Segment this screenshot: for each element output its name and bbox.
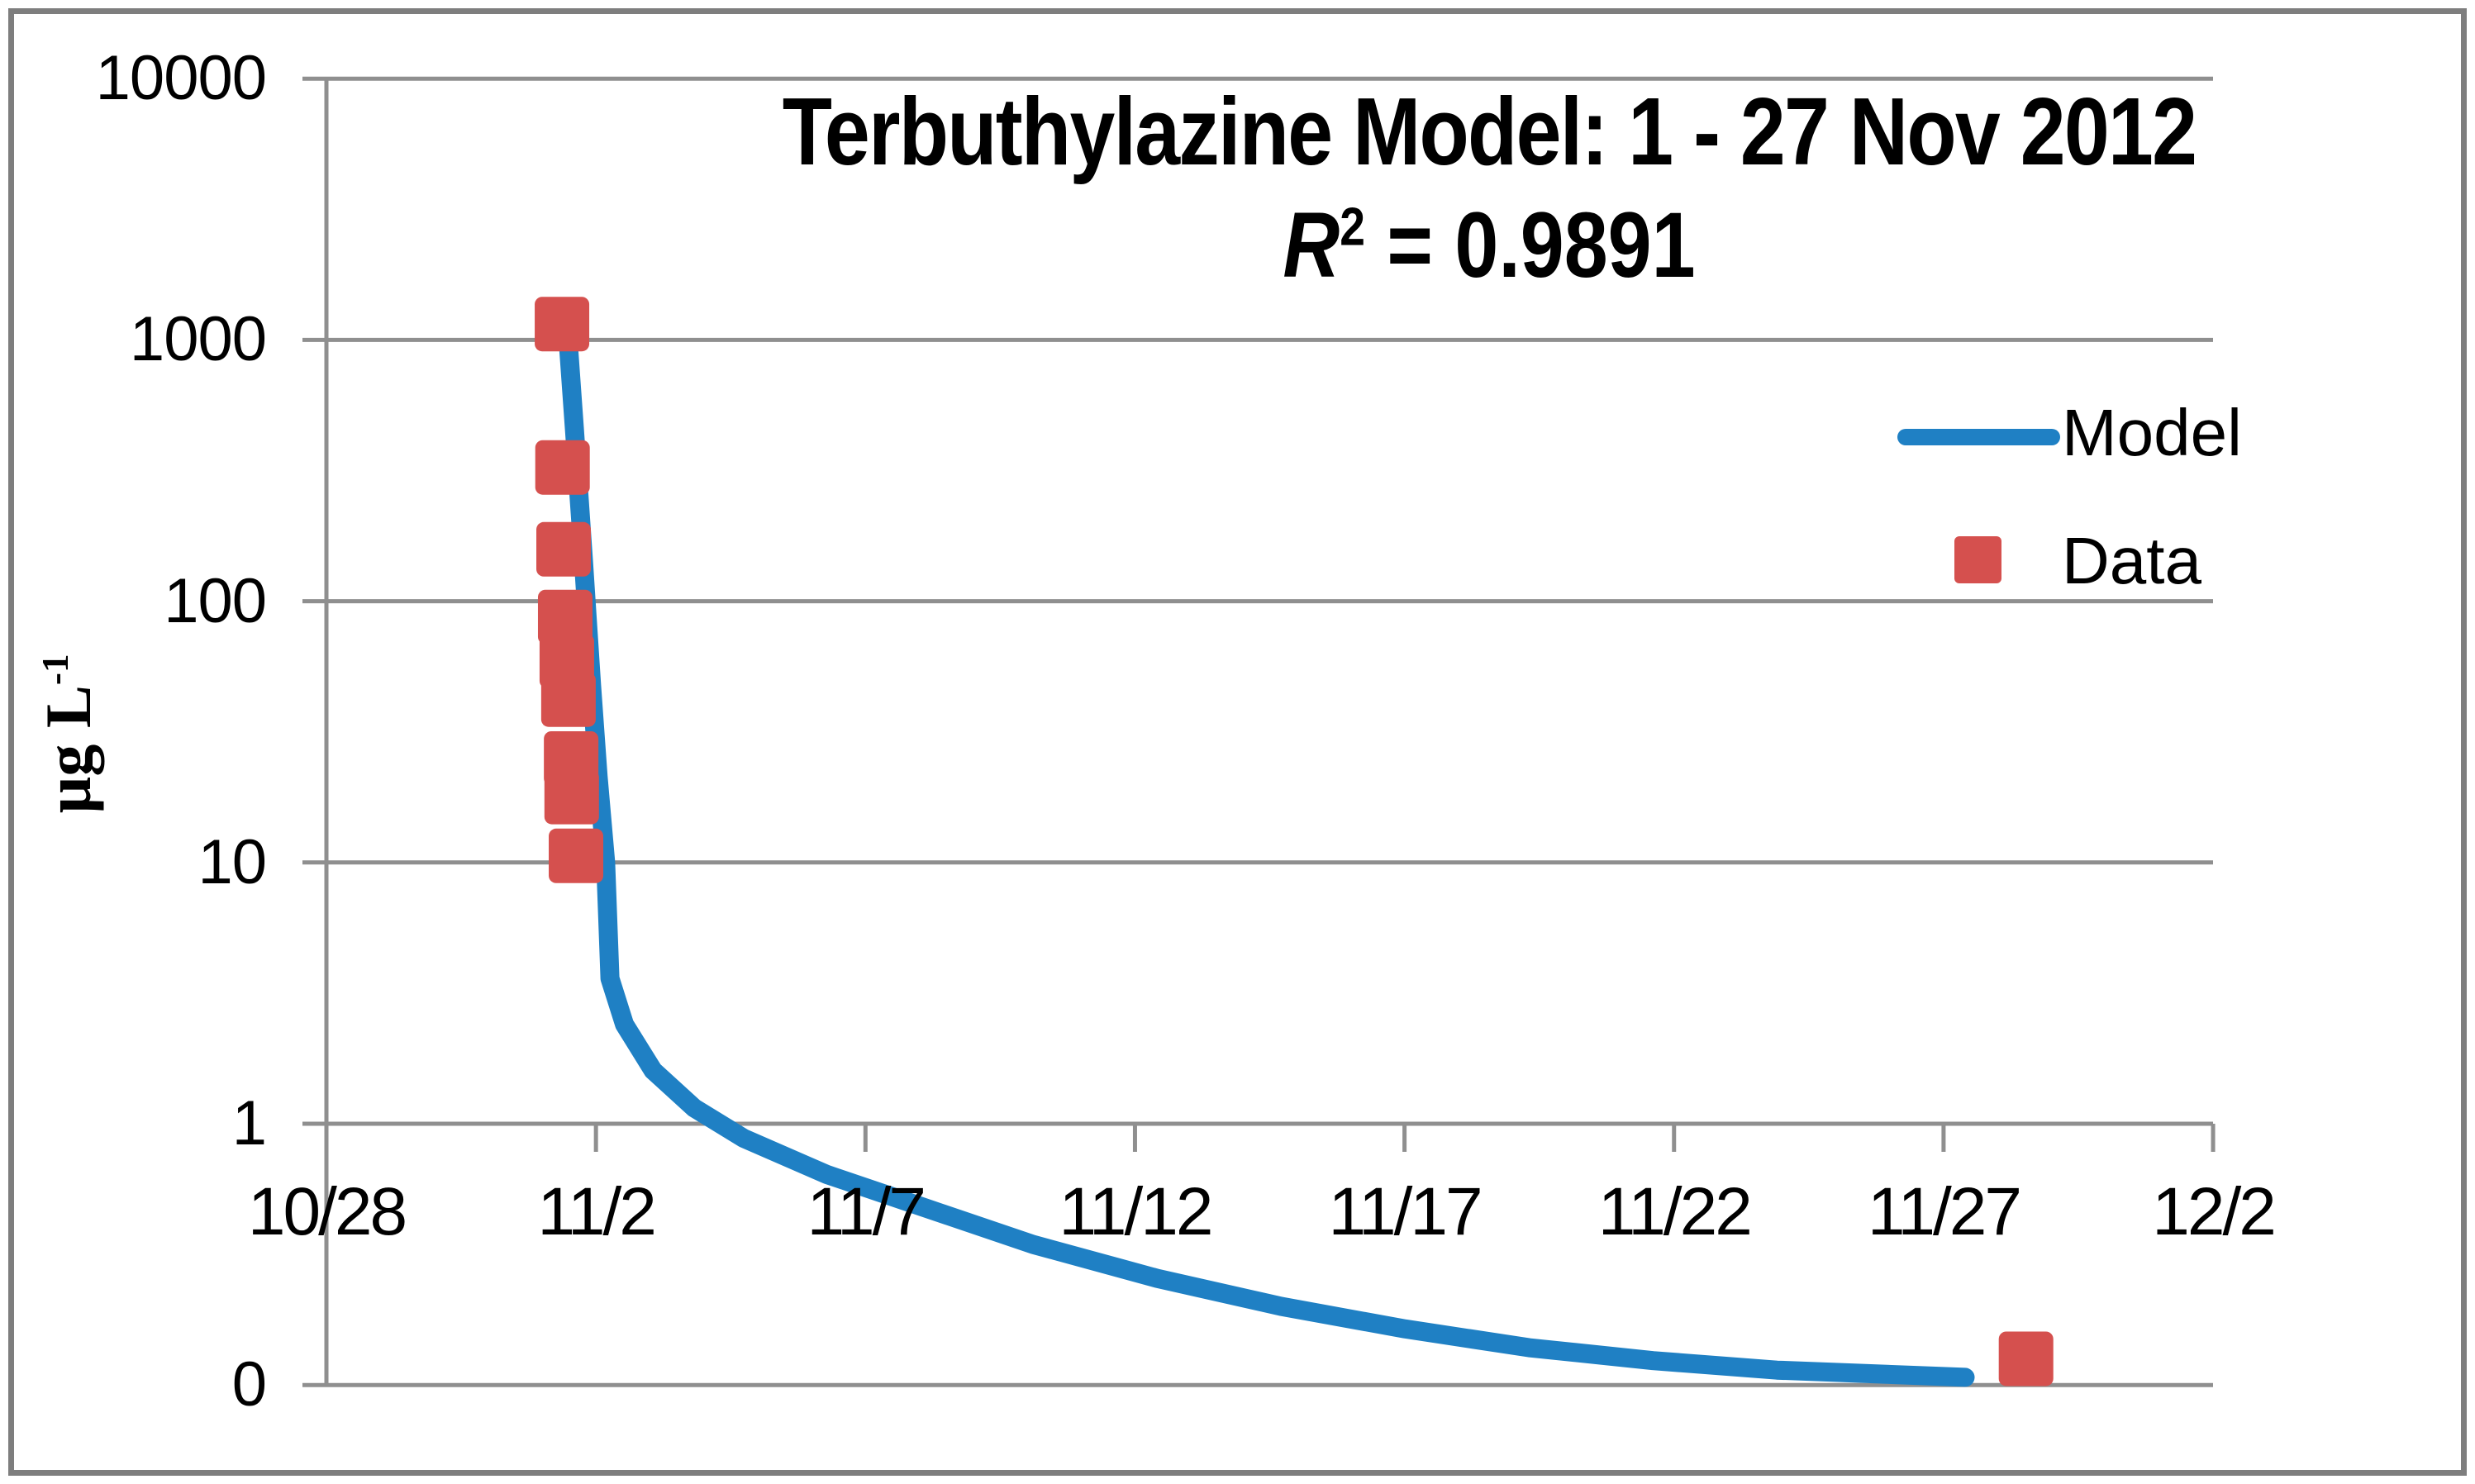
chart-outer-border: [8, 8, 2467, 1476]
data-point-7: [544, 769, 599, 825]
x-tick-label-11/22: 11/22: [1597, 1174, 1753, 1249]
x-tick-label-11/12: 11/12: [1059, 1174, 1213, 1249]
legend-data-square-swatch: [1954, 536, 2001, 583]
r2-variable: R: [1283, 193, 1340, 297]
x-tick-label-11/27: 11/27: [1867, 1174, 2022, 1249]
legend-label-model: Model: [2062, 396, 2242, 469]
y-tick-label-1: 1: [231, 1088, 267, 1158]
legend-swatches: [1897, 429, 2060, 583]
x-tick-label-11/17: 11/17: [1328, 1174, 1483, 1249]
y-axis-unit: µg L: [32, 685, 104, 814]
r2-exponent: 2: [1340, 196, 1365, 257]
y-tick-label-0: 0: [231, 1349, 267, 1420]
r2-value: = 0.9891: [1364, 193, 1696, 297]
data-point-1: [535, 440, 590, 495]
gridlines: [326, 76, 2213, 1387]
legend-label-data: Data: [2062, 524, 2201, 597]
data-point-5: [540, 672, 596, 727]
data-point-0: [535, 297, 590, 352]
y-tick-label-10000: 10000: [95, 43, 267, 114]
y-axis-title: µg L-1: [31, 654, 106, 813]
chart-subtitle-r2: R2 = 0.9891: [1283, 192, 1695, 298]
data-point-9: [1998, 1331, 2054, 1386]
x-tick-label-12/2: 12/2: [2152, 1174, 2277, 1249]
model-line: [557, 312, 1975, 1387]
x-tick-label-10/28: 10/28: [247, 1174, 407, 1249]
model-line-series: [557, 312, 1975, 1387]
data-point-markers: [535, 297, 2054, 1386]
data-point-8: [549, 828, 604, 883]
y-tick-label-100: 100: [164, 565, 267, 636]
data-point-3: [537, 589, 593, 644]
chart-title: Terbuthylazine Model: 1 - 27 Nov 2012: [782, 78, 2197, 185]
y-axis-unit-exponent: -1: [35, 654, 76, 686]
data-point-2: [536, 521, 592, 577]
x-tick-label-11/7: 11/7: [807, 1174, 927, 1249]
x-tick-label-11/2: 11/2: [537, 1174, 657, 1249]
y-tick-label-10: 10: [198, 826, 267, 897]
y-tick-label-1000: 1000: [129, 304, 267, 375]
